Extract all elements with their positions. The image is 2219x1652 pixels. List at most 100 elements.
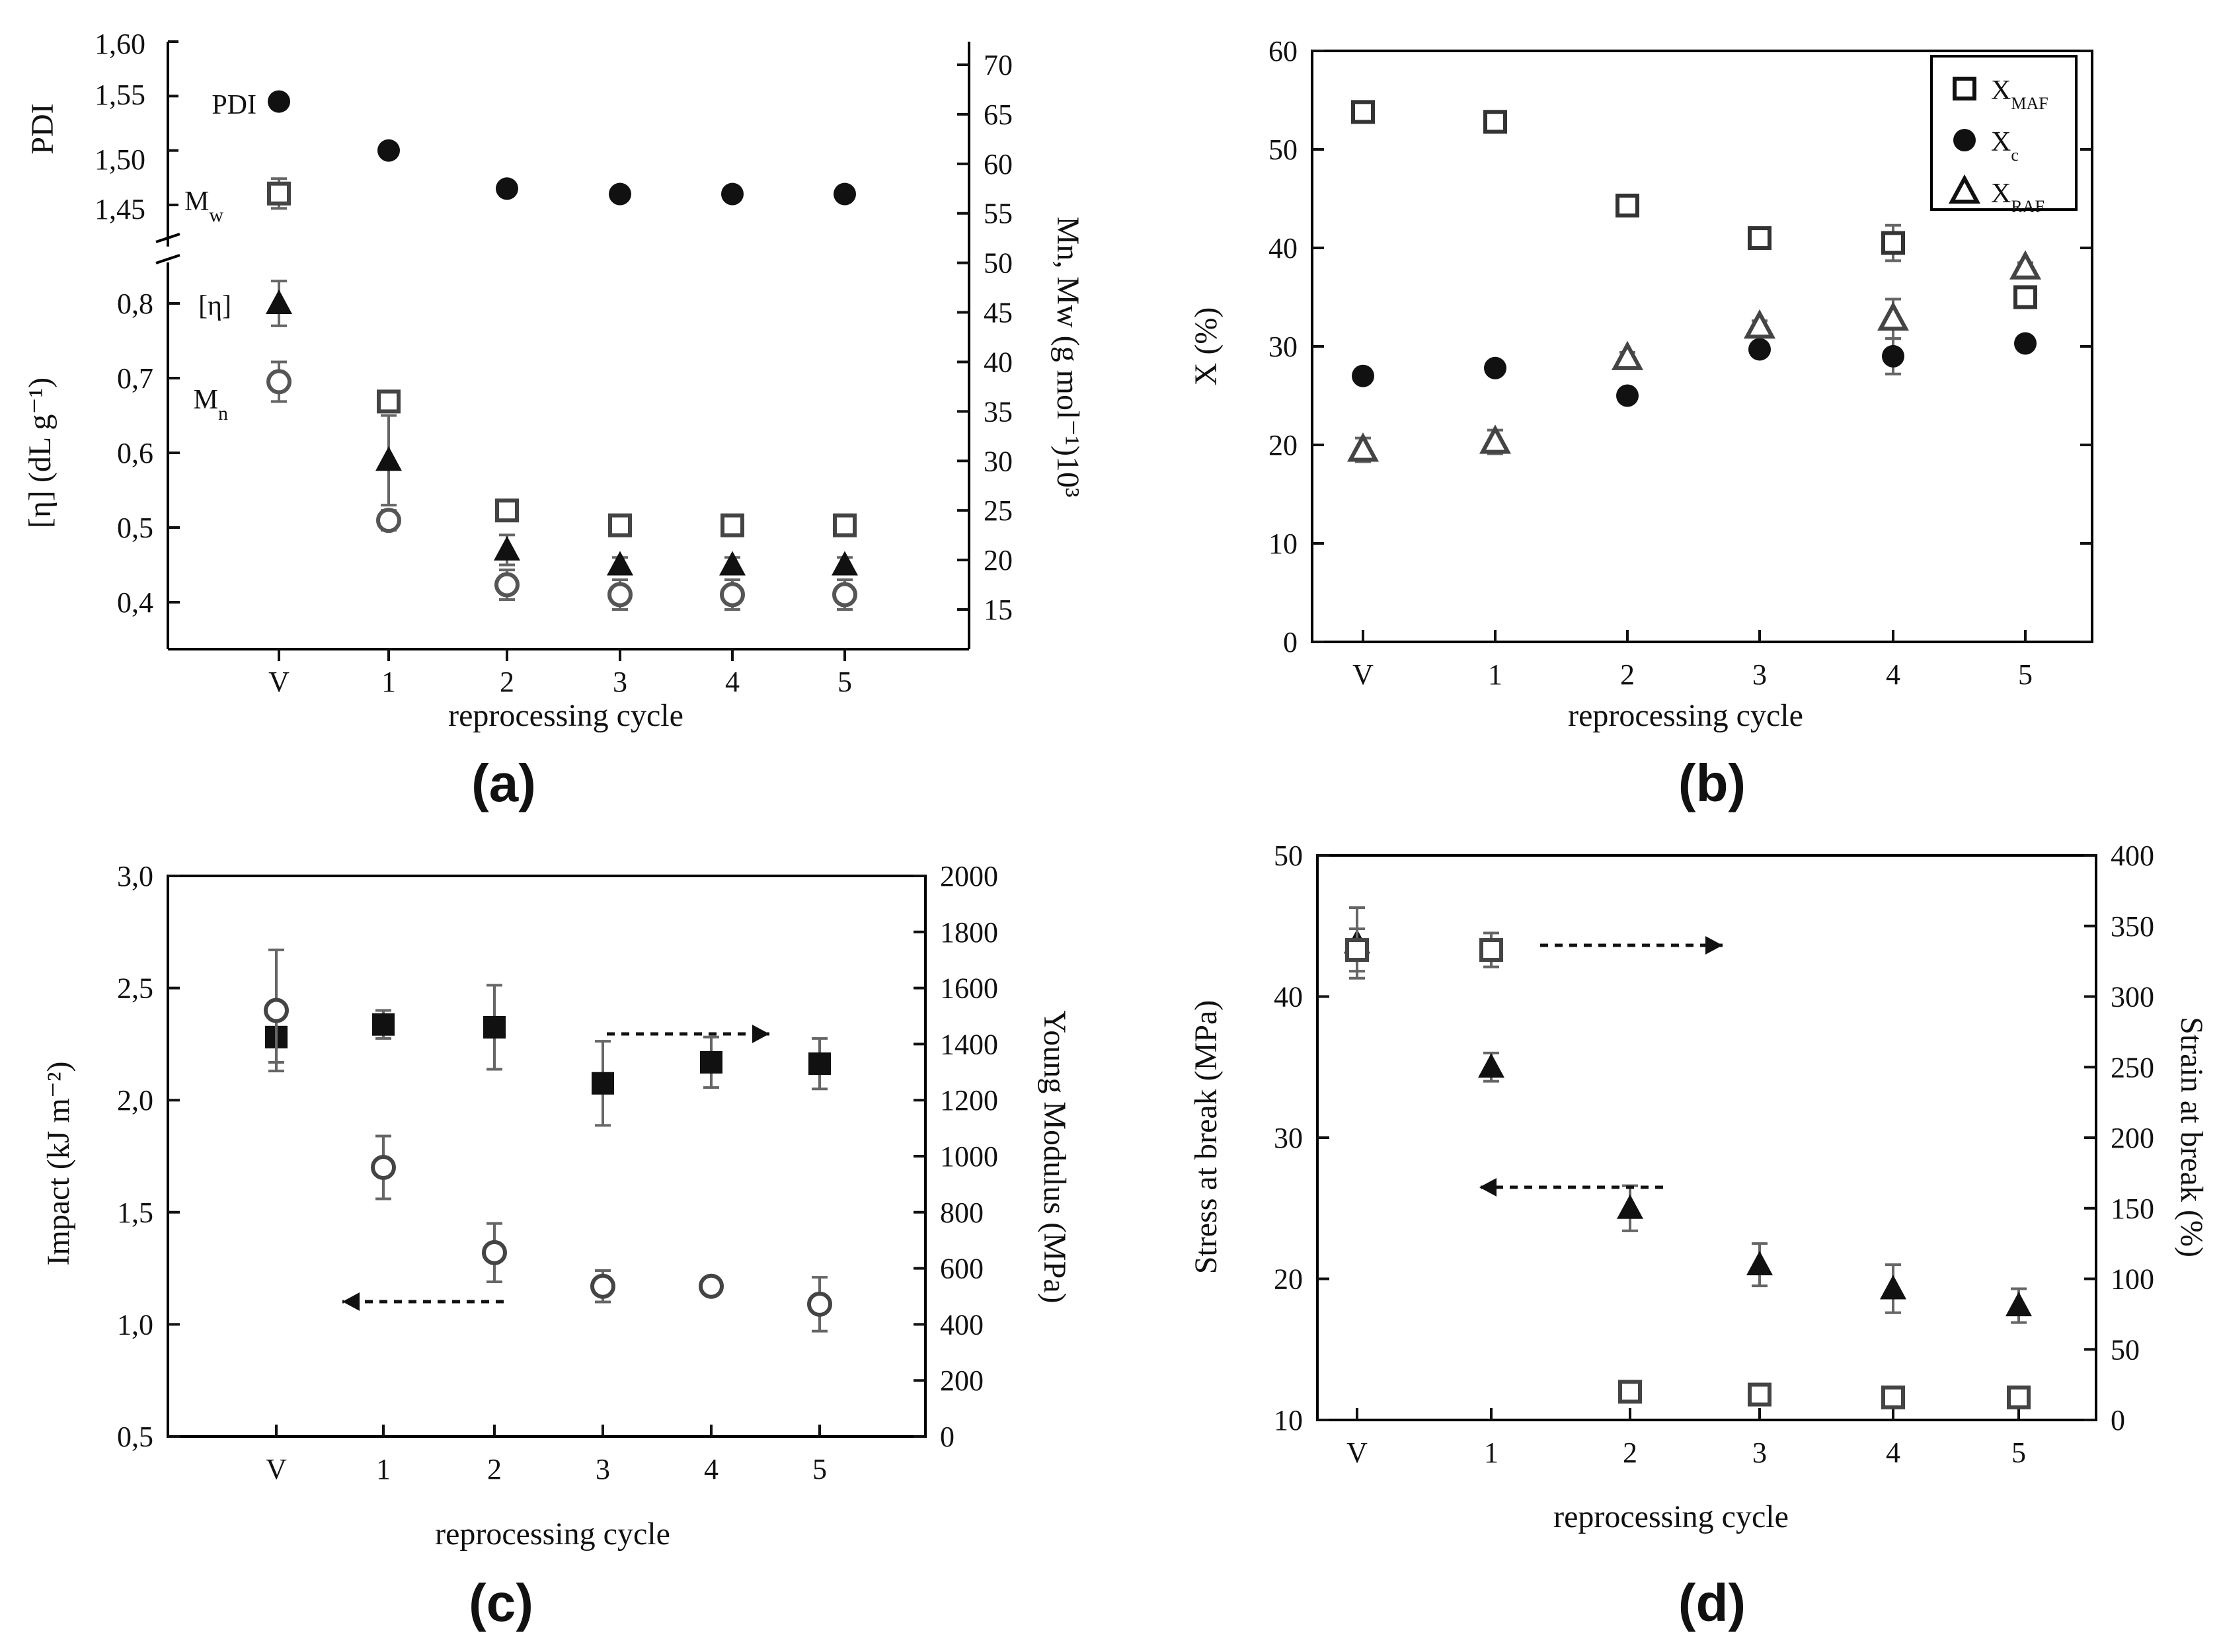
panel-d-chart: Stress at break (MPa) Strain at break (%… — [1188, 840, 2209, 1632]
panel-c-y-tick-label: 2,0 — [117, 1084, 153, 1117]
panel-c-y2-tick-label: 1600 — [940, 972, 998, 1005]
panel-d-strain-point — [1881, 1385, 1905, 1409]
panel-d-y2-tick-label: 350 — [2111, 910, 2154, 943]
panel-c-y2-label: Young Modulus (MPa) — [1037, 1010, 1072, 1303]
panel-b-xraf-point — [1479, 424, 1512, 454]
panel-d-x-tick-label: 3 — [1752, 1436, 1767, 1469]
panel-c-young-modulus-point — [483, 1015, 506, 1039]
panel-c-y2-tick-label: 1400 — [940, 1028, 998, 1060]
panel-d-strain-point — [1479, 938, 1503, 963]
panel-a-pdi-point — [721, 182, 744, 206]
panel-b-y-tick-label: 30 — [1268, 331, 1298, 363]
panel-d-x-tick-label: 2 — [1623, 1436, 1637, 1469]
panel-a-y2-tick-label: 55 — [984, 198, 1013, 230]
panel-a-y-top-tick: 1,60 — [95, 28, 145, 60]
panel-b-x-label: reprocessing cycle — [1568, 698, 1803, 733]
panel-c-x-tick-label: 3 — [596, 1453, 610, 1485]
panel-a-mw-point — [267, 181, 291, 206]
panel-c-impact-point — [371, 1154, 396, 1180]
panel-d-y2-tick-label: 200 — [2111, 1122, 2154, 1154]
panel-b-xc-point — [1616, 384, 1639, 407]
panel-b-x-tick-label: 3 — [1752, 658, 1767, 691]
panel-b-legend-marker-xc — [1953, 129, 1976, 151]
panel-d-strain-point — [2007, 1385, 2031, 1409]
panel-c-young-modulus-point — [808, 1052, 831, 1076]
panel-b-y-tick-label: 10 — [1268, 528, 1298, 560]
panel-d-strain-point — [1345, 938, 1369, 963]
panel-b-legend-label-xmaf: XMAF — [1991, 75, 2048, 113]
panel-d-x-tick-label: 4 — [1886, 1436, 1900, 1469]
panel-d-y2-tick-label: 250 — [2111, 1051, 2154, 1083]
panel-c-arrow-impact-head — [342, 1292, 360, 1311]
panel-b-legend-label-xc: Xc — [1991, 127, 2019, 165]
panel-c-label: (c) — [469, 1573, 533, 1632]
panel-a-y2-tick-label: 15 — [984, 594, 1013, 626]
panel-b-x-tick-label: V — [1352, 658, 1374, 691]
panel-c-y-tick-label: 3,0 — [117, 860, 153, 892]
panel-a-eta-point — [719, 551, 746, 576]
panel-c-x-tick-label: 1 — [376, 1453, 391, 1485]
panel-a-x-label: reprocessing cycle — [448, 698, 683, 733]
panel-b-xc-point — [1748, 338, 1771, 361]
panel-a-pdi-point — [496, 177, 518, 200]
panel-a-y-top-tick: 1,50 — [95, 143, 145, 176]
panel-c-y2-tick-label: 200 — [940, 1364, 984, 1397]
panel-a-y-bottom-tick-label: 0,4 — [117, 586, 153, 619]
panel-a-y-top-tick: 1,45 — [95, 193, 145, 225]
panel-a-y2-tick-label: 20 — [984, 544, 1013, 576]
panel-c-frame — [167, 875, 927, 1438]
panel-b-y-tick-label: 0 — [1283, 626, 1298, 658]
panel-a-x-tick-label: V — [268, 666, 290, 698]
panel-b-x-tick-label: 5 — [2018, 658, 2033, 691]
panel-a-label: (a) — [471, 754, 536, 812]
panel-a-inline-label-mn: Mn — [194, 385, 228, 424]
panel-a-eta-point — [832, 551, 858, 576]
panel-a-mw-point — [833, 513, 857, 537]
panel-a-eta-point — [375, 446, 402, 471]
panel-a-eta-point — [607, 551, 633, 576]
panel-d-y-tick-label: 10 — [1274, 1404, 1303, 1436]
panel-b-x-tick-label: 2 — [1620, 658, 1635, 691]
panel-b-y-tick-label: 40 — [1268, 232, 1298, 264]
panel-c-young-modulus-point — [372, 1013, 395, 1036]
panel-a-x-tick-label: 5 — [837, 666, 852, 698]
panel-c-y2-tick-label: 600 — [940, 1253, 984, 1285]
panel-b-xraf-point — [1611, 340, 1644, 370]
panel-a-y-bottom-tick-label: 0,6 — [117, 437, 153, 469]
panel-b-xmaf-point — [1616, 193, 1639, 217]
panel-a-inline-label-mw: Mw — [184, 186, 223, 226]
panel-d-x-tick-label: 5 — [2011, 1436, 2026, 1469]
panel-a-pdi-point — [268, 90, 290, 113]
panel-b-y-tick-label: 60 — [1268, 35, 1298, 67]
panel-b-y-tick-label: 20 — [1268, 429, 1298, 461]
panel-a-y-top-tick: 1,55 — [95, 79, 145, 111]
panel-a-y-bottom-tick-label: 0,7 — [117, 362, 153, 395]
panel-b-legend-marker-xmaf — [1953, 77, 1976, 100]
panel-c-y-tick-label: 1,5 — [117, 1197, 153, 1229]
panel-a-y2-tick-label: 70 — [984, 49, 1013, 81]
panel-c-y-label: Impact (kJ m⁻²) — [41, 1062, 76, 1266]
panel-a-mn-point — [376, 508, 401, 533]
panel-a-y-bottom-label: [η] (dL g⁻¹) — [22, 377, 58, 528]
panel-a-x-tick-label: 3 — [613, 666, 627, 698]
panel-c-y2-tick-label: 1200 — [940, 1084, 998, 1117]
panel-a-x-tick-label: 4 — [725, 666, 740, 698]
panel-c-y2-tick-label: 0 — [940, 1421, 954, 1453]
panel-d-y-tick-label: 50 — [1274, 840, 1303, 872]
panel-b-xmaf-point — [2013, 285, 2037, 309]
panel-d-y2-tick-label: 50 — [2111, 1333, 2140, 1366]
panel-a-y-bottom-tick-label: 0,8 — [117, 288, 153, 320]
panel-d-stress-point — [1617, 1194, 1643, 1219]
panel-c-x-tick-label: 2 — [487, 1453, 502, 1485]
panel-c-y2-tick-label: 1800 — [940, 916, 998, 949]
panel-b-chart: X (%) reprocessing cycle (b) 0 10 20 30 40 50… — [1188, 35, 2093, 812]
panel-a-y2-tick-label: 45 — [984, 297, 1013, 329]
panel-d-y2-tick-label: 400 — [2111, 840, 2154, 872]
panel-b-xraf-point — [1346, 432, 1380, 462]
panel-c-chart: Impact (kJ m⁻²) Young Modulus (MPa) repr… — [41, 860, 1072, 1632]
panel-a-axis-break-2 — [155, 254, 180, 264]
panel-b-legend-label-xraf: XRAF — [1991, 178, 2044, 216]
panel-b-x-tick-label: 4 — [1886, 658, 1900, 691]
panel-a-x-tick-label: 2 — [500, 666, 514, 698]
